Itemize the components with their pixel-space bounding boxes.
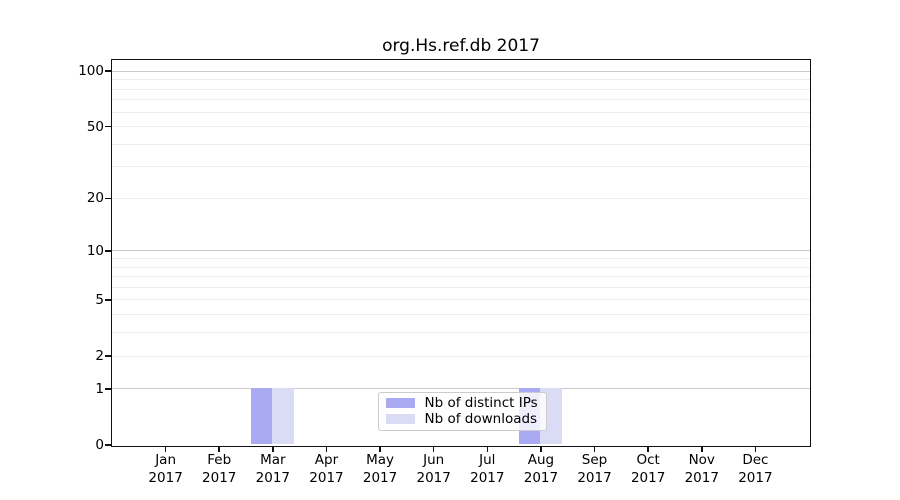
legend-entry-label: Nb of distinct IPs — [424, 394, 538, 411]
x-axis-year-label: 2017 — [630, 469, 666, 486]
y-gridline-minor — [111, 332, 810, 334]
y-gridline-minor — [111, 197, 810, 199]
y-gridline-minor — [111, 143, 810, 145]
x-axis-year-label: 2017 — [148, 469, 183, 486]
x-axis-tick-label: Aug 2017 — [512, 452, 570, 487]
y-axis-tick — [105, 70, 111, 72]
x-axis-year-label: 2017 — [416, 469, 451, 486]
y-gridline-minor — [111, 314, 810, 316]
legend: Nb of distinct IPs Nb of downloads — [377, 391, 547, 431]
x-axis-tick-label: Jan 2017 — [137, 452, 195, 487]
y-axis-tick — [105, 197, 111, 200]
y-axis-tick — [105, 355, 111, 357]
x-axis-year-label: 2017 — [470, 469, 505, 486]
y-axis-tick-label: 0 — [95, 437, 104, 453]
x-axis-month-label: Feb — [207, 452, 232, 468]
legend-entry: Nb of downloads — [385, 411, 539, 428]
x-axis-year-label: 2017 — [362, 469, 398, 486]
y-gridline-minor — [111, 355, 810, 357]
x-axis-month-label: Jun — [423, 452, 445, 468]
y-gridline-minor — [111, 79, 810, 81]
x-axis-month-label: Nov — [688, 452, 715, 468]
y-gridline-minor — [111, 299, 810, 301]
y-axis-tick-label: 2 — [95, 348, 104, 364]
chart-title: org.Hs.ref.db 2017 — [382, 36, 540, 56]
y-axis-tick — [105, 125, 111, 128]
x-axis-tick-label: Mar 2017 — [244, 452, 302, 487]
y-gridline-minor — [111, 286, 810, 288]
y-axis-tick-label: 1 — [95, 380, 104, 397]
y-gridline-minor — [111, 99, 810, 101]
x-axis-tick — [701, 446, 703, 452]
y-axis-tick-label: 20 — [86, 190, 104, 207]
x-axis-tick — [218, 446, 220, 452]
x-axis-month-label: May — [366, 452, 395, 468]
y-axis-tick-label: 100 — [78, 63, 104, 80]
x-axis-month-label: Jul — [479, 452, 496, 468]
x-axis-year-label: 2017 — [684, 469, 719, 486]
x-axis-tick — [754, 446, 757, 452]
y-axis-tick — [105, 299, 111, 301]
x-axis-month-label: Dec — [742, 452, 769, 468]
x-axis-tick-label: Jun 2017 — [405, 452, 463, 487]
x-axis-tick — [325, 446, 328, 452]
x-axis-year-label: 2017 — [523, 469, 559, 486]
bar-downloads — [272, 388, 294, 445]
plot-area: Nb of distinct IPs Nb of downloads — [110, 58, 811, 447]
x-axis-month-label: Aug — [527, 452, 555, 468]
x-axis-tick — [486, 446, 489, 452]
x-axis-year-label: 2017 — [202, 469, 237, 486]
legend-color-swatch — [385, 414, 415, 425]
y-axis-tick — [105, 388, 111, 390]
y-gridline-major — [111, 70, 810, 72]
y-gridline-minor — [111, 166, 810, 168]
x-axis-tick — [164, 446, 167, 452]
x-axis-tick-label: May 2017 — [351, 452, 409, 487]
x-axis-tick-label: Sep 2017 — [566, 452, 624, 487]
x-axis-year-label: 2017 — [309, 469, 344, 486]
x-axis-tick — [540, 446, 542, 452]
y-gridline-minor — [111, 257, 810, 259]
x-axis-month-label: Oct — [636, 452, 660, 468]
x-axis-tick — [647, 446, 649, 452]
y-gridline-minor — [111, 126, 810, 128]
y-gridline-major — [111, 250, 810, 252]
x-axis-month-label: Mar — [260, 452, 286, 468]
x-axis-tick — [379, 446, 381, 452]
x-axis-tick-label: Nov 2017 — [673, 452, 731, 487]
legend-entry: Nb of distinct IPs — [385, 394, 539, 412]
x-axis-tick-label: Dec 2017 — [726, 452, 784, 487]
y-gridline-minor — [111, 276, 810, 278]
y-gridline-minor — [111, 88, 810, 90]
legend-color-swatch — [385, 397, 415, 408]
x-axis-year-label: 2017 — [577, 469, 612, 486]
x-axis-tick — [593, 446, 596, 452]
x-axis-year-label: 2017 — [255, 469, 291, 486]
x-axis-tick-label: Feb 2017 — [190, 452, 248, 487]
bar-distinct-ips — [250, 388, 273, 445]
x-axis-year-label: 2017 — [738, 469, 773, 486]
y-axis-tick-label: 10 — [86, 242, 104, 259]
y-gridline-minor — [111, 266, 810, 268]
x-axis-month-label: Sep — [581, 452, 608, 468]
y-axis-tick — [105, 444, 111, 446]
x-axis-tick-label: Jul 2017 — [458, 452, 516, 487]
y-axis-tick-label: 5 — [95, 291, 104, 308]
x-axis-tick — [272, 446, 274, 452]
x-axis-tick-label: Oct 2017 — [619, 452, 677, 487]
x-axis-tick — [432, 446, 435, 452]
legend-entry-label: Nb of downloads — [424, 411, 538, 428]
y-axis-tick — [105, 250, 111, 252]
y-axis-tick-label: 50 — [86, 118, 104, 135]
y-gridline-major — [111, 388, 810, 390]
x-axis-month-label: Jan — [155, 452, 177, 468]
y-gridline-minor — [111, 111, 810, 113]
x-axis-month-label: Apr — [314, 452, 339, 468]
x-axis-tick-label: Apr 2017 — [297, 452, 355, 487]
